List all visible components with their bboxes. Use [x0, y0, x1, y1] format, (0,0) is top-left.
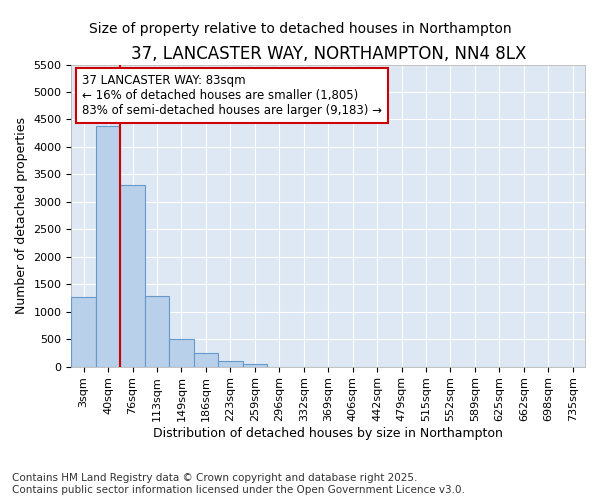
X-axis label: Distribution of detached houses by size in Northampton: Distribution of detached houses by size …: [153, 427, 503, 440]
Text: 37 LANCASTER WAY: 83sqm
← 16% of detached houses are smaller (1,805)
83% of semi: 37 LANCASTER WAY: 83sqm ← 16% of detache…: [82, 74, 382, 116]
Bar: [96, 126, 121, 366]
Bar: [169, 338, 194, 366]
Text: Contains HM Land Registry data © Crown copyright and database right 2025.
Contai: Contains HM Land Registry data © Crown c…: [12, 474, 465, 495]
Bar: [121, 186, 145, 366]
Bar: [242, 364, 267, 366]
Bar: [71, 296, 96, 366]
Bar: [194, 354, 218, 366]
Text: Size of property relative to detached houses in Northampton: Size of property relative to detached ho…: [89, 22, 511, 36]
Bar: [218, 361, 242, 366]
Bar: [145, 296, 169, 366]
Title: 37, LANCASTER WAY, NORTHAMPTON, NN4 8LX: 37, LANCASTER WAY, NORTHAMPTON, NN4 8LX: [131, 45, 526, 63]
Y-axis label: Number of detached properties: Number of detached properties: [15, 117, 28, 314]
